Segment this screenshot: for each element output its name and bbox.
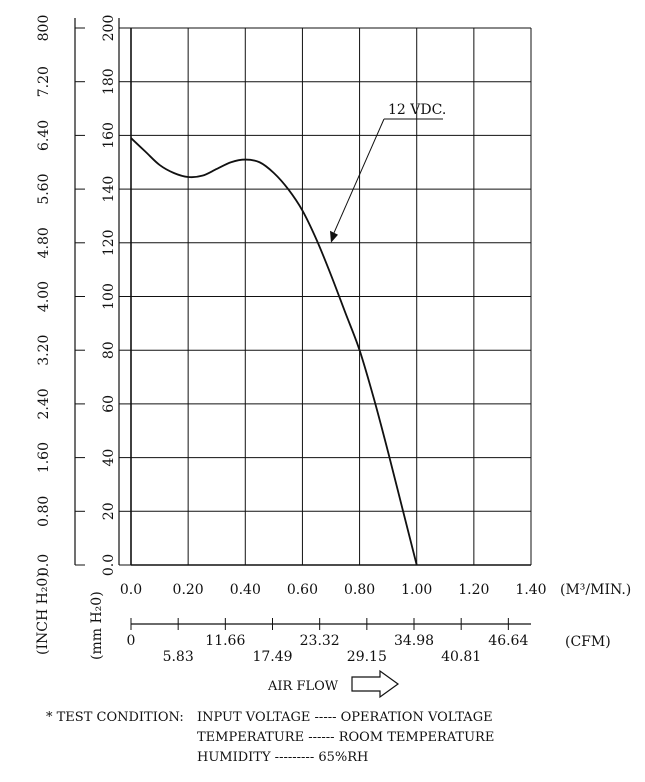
y-mm-label: (mm H₂0) <box>89 591 105 660</box>
y-mm-tick-label: 180 <box>101 68 117 95</box>
grid <box>130 27 532 566</box>
cfm-tick-label: 40.81 <box>441 649 481 665</box>
cfm-unit-label: (CFM) <box>565 634 611 650</box>
cfm-tick-label: 17.49 <box>252 649 292 665</box>
x-tick-label: 1.40 <box>515 582 546 598</box>
series-label-leader <box>333 118 385 234</box>
x-tick-label: 1.00 <box>401 582 432 598</box>
test-condition-line-2: TEMPERATURE ------ ROOM TEMPERATURE <box>197 730 495 745</box>
x-ticks: 0.0 0.20 0.40 0.60 0.80 1.00 1.20 1.40 <box>120 582 547 598</box>
y-inch-tick-label: 4.00 <box>36 281 52 312</box>
x-tick-label: 0.80 <box>344 582 375 598</box>
y-mm-tick-label: 20 <box>101 502 117 520</box>
cfm-tick-label: 5.83 <box>163 649 194 665</box>
series-line-12vdc <box>130 137 418 566</box>
test-condition-line-1: INPUT VOLTAGE ----- OPERATION VOLTAGE <box>197 710 493 725</box>
y-inch-tick-label: 4.80 <box>36 227 52 258</box>
y-mm-tick-label: 100 <box>101 283 117 310</box>
y-mm-tick-label: 80 <box>101 341 117 359</box>
y-mm-tick-label: 120 <box>101 229 117 256</box>
y-inch-tick-label: 2.40 <box>36 388 52 419</box>
series-label: 12 VDC. <box>388 102 446 118</box>
y-inch-tick-label: 800 <box>36 15 52 42</box>
y-inch-tick-label: 1.60 <box>36 442 52 473</box>
y-mm-tick-label: 160 <box>101 122 117 149</box>
y-ticks: 0.0 0.0 20 0.80 40 1.60 60 2.40 80 3.20 100 4.00 120… <box>36 15 131 576</box>
test-condition-prefix: * TEST CONDITION: <box>46 710 184 725</box>
y-mm-tick-label: 40 <box>101 449 117 467</box>
cfm-tick-label: 11.66 <box>205 633 245 649</box>
series-label-arrowhead <box>330 230 338 243</box>
y-inch-label: (INCH H₂0) <box>35 572 51 655</box>
y-mm-tick-label: 200 <box>101 15 117 42</box>
x-axis-title: AIR FLOW <box>267 679 339 694</box>
airflow-arrow-icon <box>351 669 400 699</box>
test-condition-line-3: HUMIDITY --------- 65%RH <box>197 750 369 765</box>
y-inch-tick-label: 0.80 <box>36 496 52 527</box>
x-tick-label: 1.20 <box>458 582 489 598</box>
x-tick-label: 0.60 <box>287 582 318 598</box>
cfm-tick-label: 29.15 <box>347 649 387 665</box>
y-inch-tick-label: 3.20 <box>36 335 52 366</box>
cfm-tick-label: 0 <box>127 633 136 649</box>
cfm-scale: 0 5.83 11.66 17.49 23.32 29.15 34.98 40.81 46.64 <box>127 618 531 665</box>
y-inch-tick-label: 7.20 <box>36 66 52 97</box>
x-unit-label: (M³/MIN.) <box>560 582 631 598</box>
curve-group: 12 VDC. <box>130 102 446 566</box>
cfm-tick-label: 34.98 <box>394 633 434 649</box>
y-mm-tick-label: 0.0 <box>101 554 117 576</box>
y-mm-tick-label: 60 <box>101 395 117 413</box>
x-tick-label: 0.40 <box>230 582 261 598</box>
x-tick-label: 0.0 <box>120 582 142 598</box>
y-inch-tick-label: 0.0 <box>36 554 52 576</box>
y-mm-tick-label: 140 <box>101 176 117 203</box>
y-inch-tick-label: 6.40 <box>36 120 52 151</box>
cfm-tick-label: 46.64 <box>488 633 528 649</box>
x-tick-label: 0.20 <box>173 582 204 598</box>
cfm-tick-label: 23.32 <box>300 633 340 649</box>
y-inch-tick-label: 5.60 <box>36 174 52 205</box>
